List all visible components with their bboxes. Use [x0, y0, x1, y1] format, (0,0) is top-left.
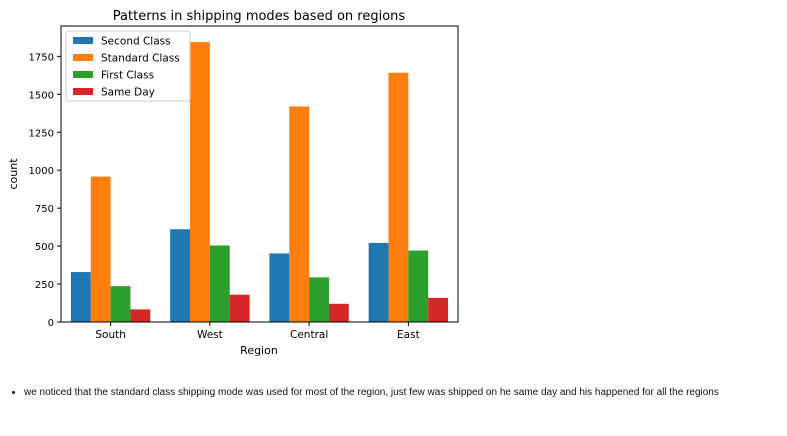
- bar: [368, 242, 389, 322]
- legend-box: [65, 30, 191, 102]
- y-tick-label: 0: [48, 318, 54, 329]
- legend-swatch: [73, 37, 93, 44]
- legend-label: Standard Class: [101, 53, 180, 65]
- bar: [408, 250, 429, 322]
- bar: [309, 277, 329, 322]
- x-tick-label: South: [95, 329, 126, 341]
- bar: [289, 106, 310, 322]
- y-axis-label: count: [7, 158, 20, 190]
- bar: [328, 303, 349, 322]
- y-tick-label: 500: [35, 242, 54, 253]
- bar: [130, 309, 151, 322]
- bar: [90, 176, 111, 322]
- y-tick-label: 1000: [29, 166, 54, 177]
- legend-label: Same Day: [101, 87, 155, 99]
- y-tick-label: 1250: [29, 128, 54, 139]
- bar: [70, 272, 91, 322]
- bar: [388, 72, 409, 322]
- y-tick-label: 1750: [29, 52, 54, 63]
- x-tick-label: East: [397, 329, 420, 341]
- bar-chart: Patterns in shipping modes based on regi…: [7, 9, 459, 357]
- y-tick-label: 250: [35, 280, 54, 291]
- x-tick-label: West: [197, 329, 223, 341]
- chart-title: Patterns in shipping modes based on regi…: [113, 9, 406, 24]
- legend-label: First Class: [101, 70, 154, 82]
- legend-label: Second Class: [101, 36, 171, 48]
- legend: Second Class Standard Class First Class Sam…: [65, 30, 191, 102]
- bar: [170, 229, 191, 322]
- bar: [209, 245, 230, 322]
- bar: [190, 42, 210, 322]
- note-bullet: we noticed that the standard class shipp…: [24, 384, 778, 401]
- bar: [229, 294, 250, 322]
- bar: [428, 297, 449, 322]
- analysis-note: we noticed that the standard class shipp…: [8, 384, 778, 401]
- legend-swatch: [73, 71, 93, 78]
- x-axis-label: Region: [240, 344, 278, 357]
- legend-swatch: [73, 54, 93, 61]
- plot-frame: [60, 25, 459, 323]
- bar: [110, 286, 131, 322]
- legend-swatch: [73, 88, 93, 95]
- y-tick-label: 750: [35, 204, 54, 215]
- y-tick-label: 1500: [29, 90, 54, 101]
- x-tick-label: Central: [290, 329, 328, 341]
- bar: [269, 253, 290, 322]
